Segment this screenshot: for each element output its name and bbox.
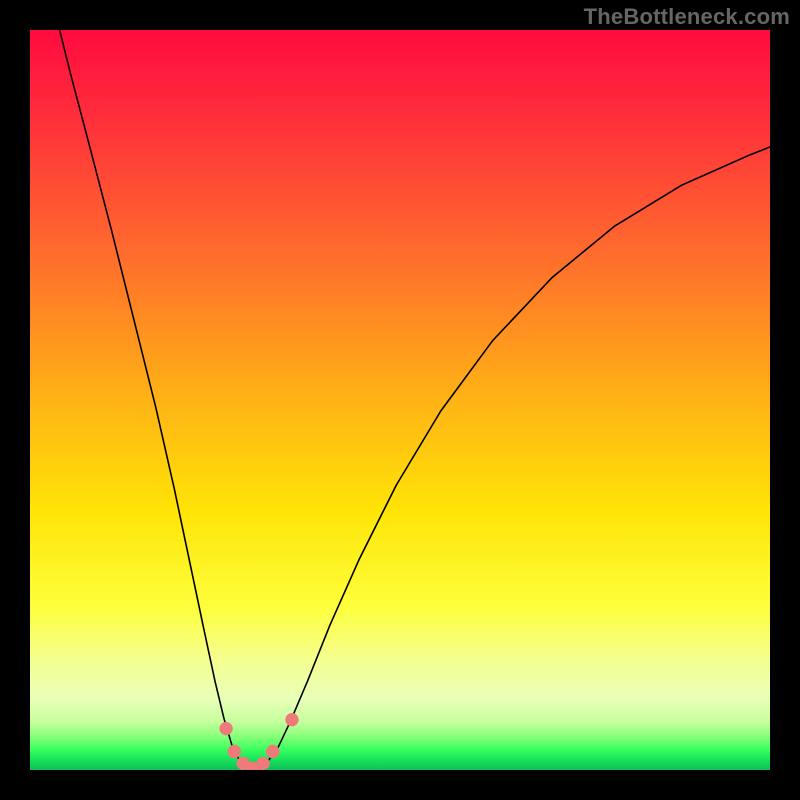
curve-marker [220, 722, 232, 734]
chart-root: TheBottleneck.com [0, 0, 800, 800]
curve-marker [267, 745, 279, 757]
plot-area [30, 30, 770, 770]
gradient-background [30, 30, 770, 770]
curve-marker [257, 757, 269, 769]
watermark-text: TheBottleneck.com [584, 4, 790, 30]
chart-svg [30, 30, 770, 770]
curve-marker [228, 745, 240, 757]
curve-marker [286, 713, 298, 725]
